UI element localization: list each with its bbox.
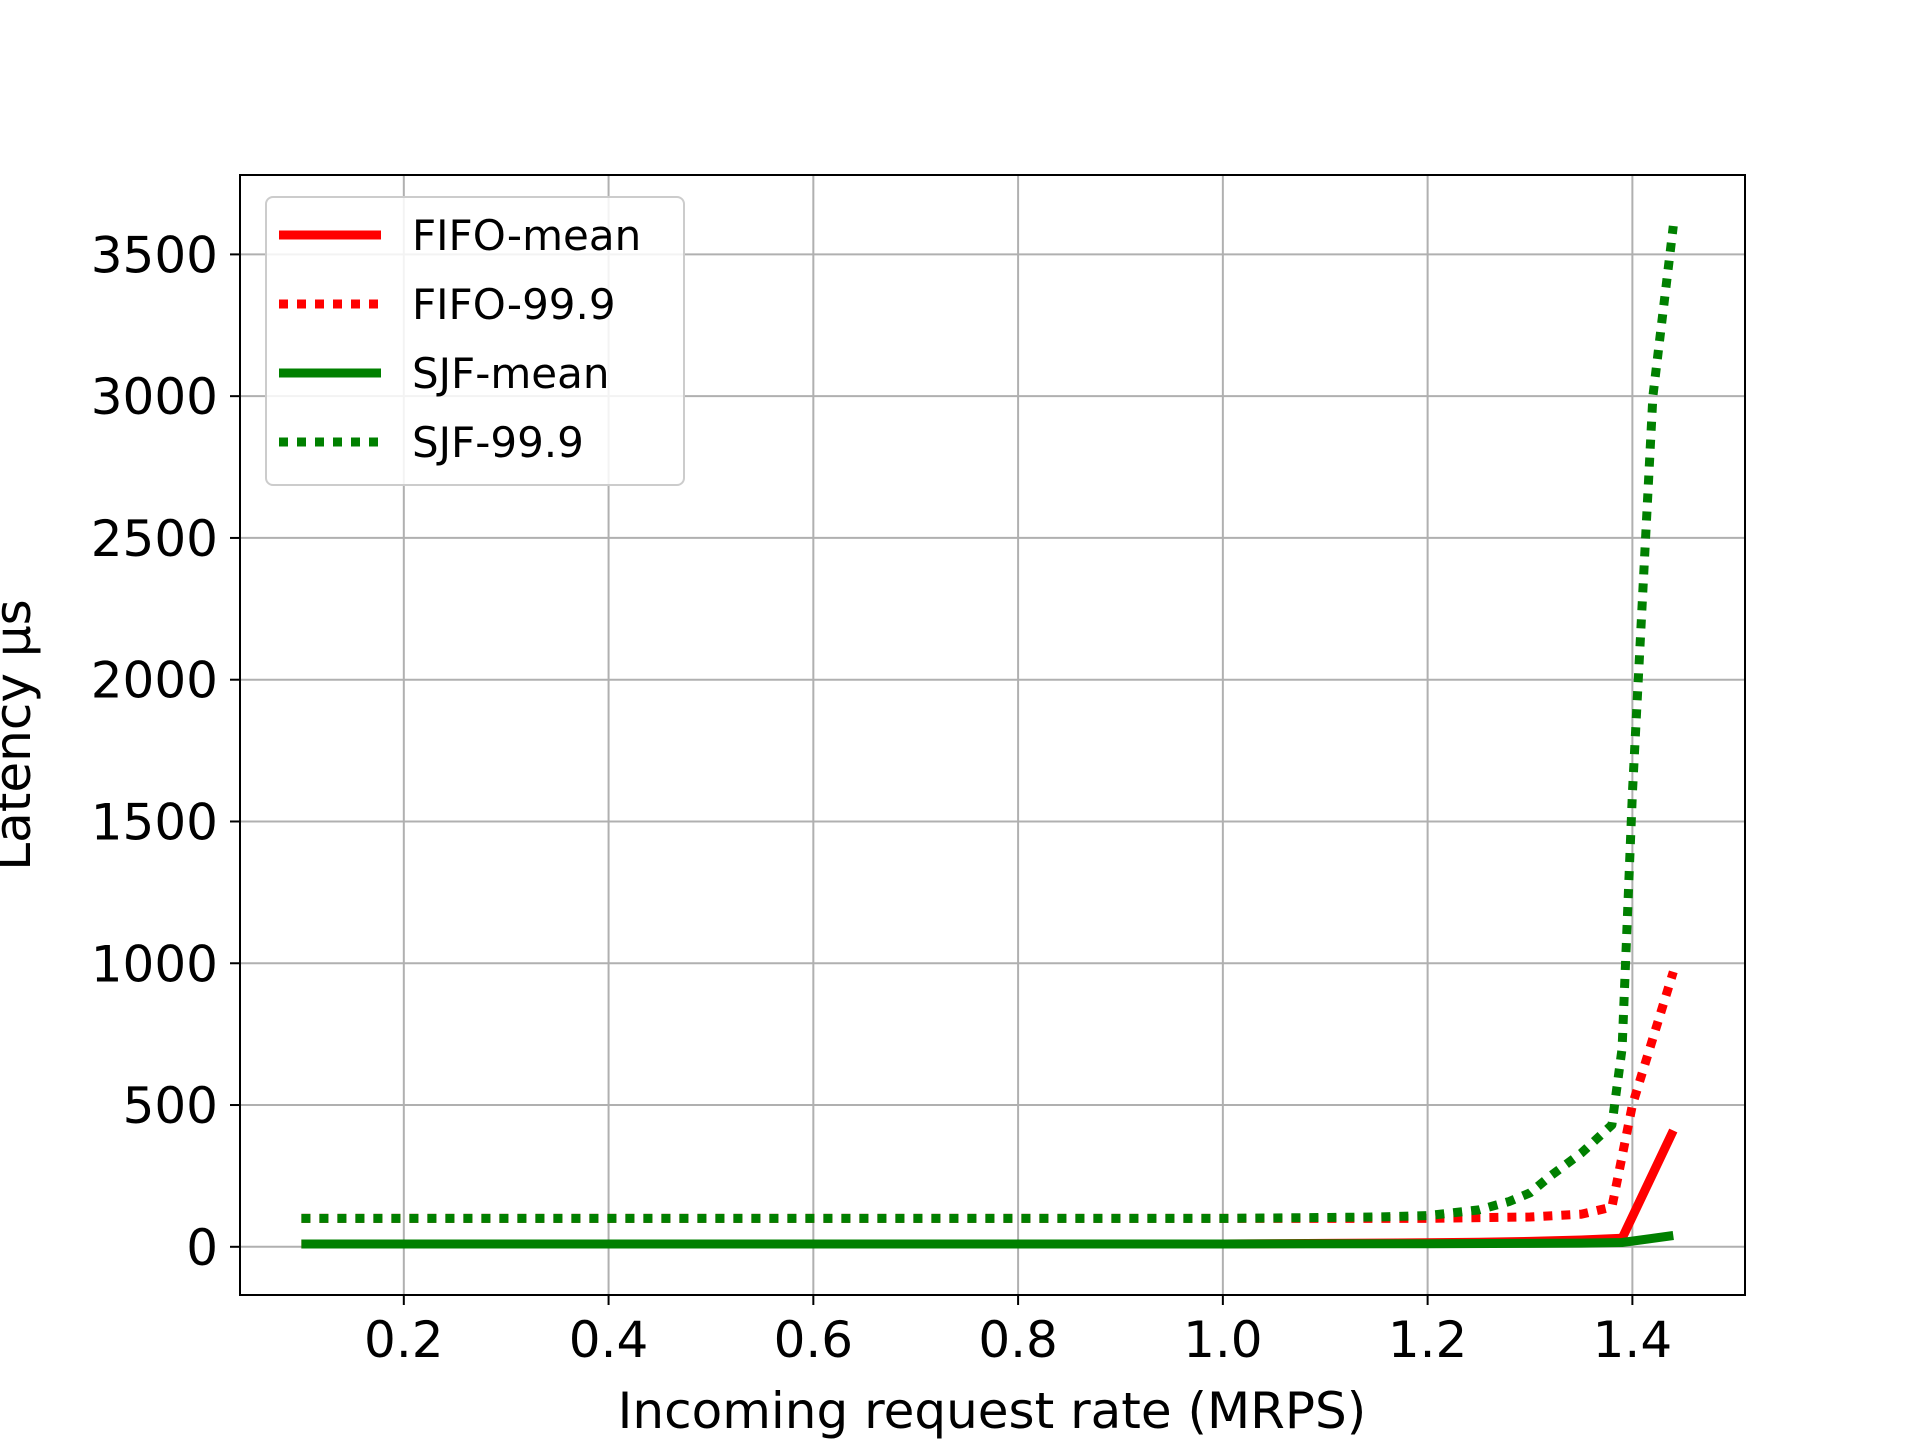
y-tick-label: 2500 <box>91 510 218 568</box>
y-tick-label: 1500 <box>91 793 218 851</box>
series-line-sjf-mean <box>301 1231 1674 1249</box>
y-tick-label: 3000 <box>91 368 218 426</box>
legend-box <box>265 196 685 486</box>
legend-label: SJF-99.9 <box>412 418 584 467</box>
plot-frame <box>239 174 1746 1296</box>
x-tick-label: 0.2 <box>364 1311 444 1369</box>
legend-label: SJF-mean <box>412 349 609 398</box>
x-tick-label: 0.4 <box>569 1311 649 1369</box>
x-tick-label: 0.8 <box>978 1311 1058 1369</box>
series-line-fifo-99-9 <box>301 970 1678 1223</box>
series-line-fifo-mean <box>301 1128 1678 1249</box>
grid <box>240 175 1745 1295</box>
y-tick-label: 0 <box>186 1219 218 1277</box>
y-tick-label: 2000 <box>91 652 218 710</box>
x-tick-label: 0.6 <box>774 1311 854 1369</box>
x-tick-label: 1.0 <box>1183 1311 1263 1369</box>
series-line-sjf-99-9 <box>301 225 1678 1223</box>
y-tick-label: 500 <box>123 1077 218 1135</box>
y-tick-label: 3500 <box>91 226 218 284</box>
axis-ticks: 0.2 0.4 0.6 0.8 1.0 1.2 1.4 0 500 1000 1500 2000 250… <box>91 226 1672 1369</box>
x-tick-label: 1.4 <box>1593 1311 1673 1369</box>
legend-items: FIFO-mean FIFO-99.9 SJF-mean SJF-99.9 <box>279 211 641 467</box>
y-axis-label: Latency μs <box>0 599 42 870</box>
legend: FIFO-mean FIFO-99.9 SJF-mean SJF-99.9 <box>265 196 685 486</box>
legend-label: FIFO-99.9 <box>412 280 616 329</box>
series-lines <box>301 225 1678 1249</box>
x-axis-label: Incoming request rate (MRPS) <box>618 1382 1367 1440</box>
x-tick-label: 1.2 <box>1388 1311 1468 1369</box>
legend-label: FIFO-mean <box>412 211 641 260</box>
y-tick-label: 1000 <box>91 935 218 993</box>
